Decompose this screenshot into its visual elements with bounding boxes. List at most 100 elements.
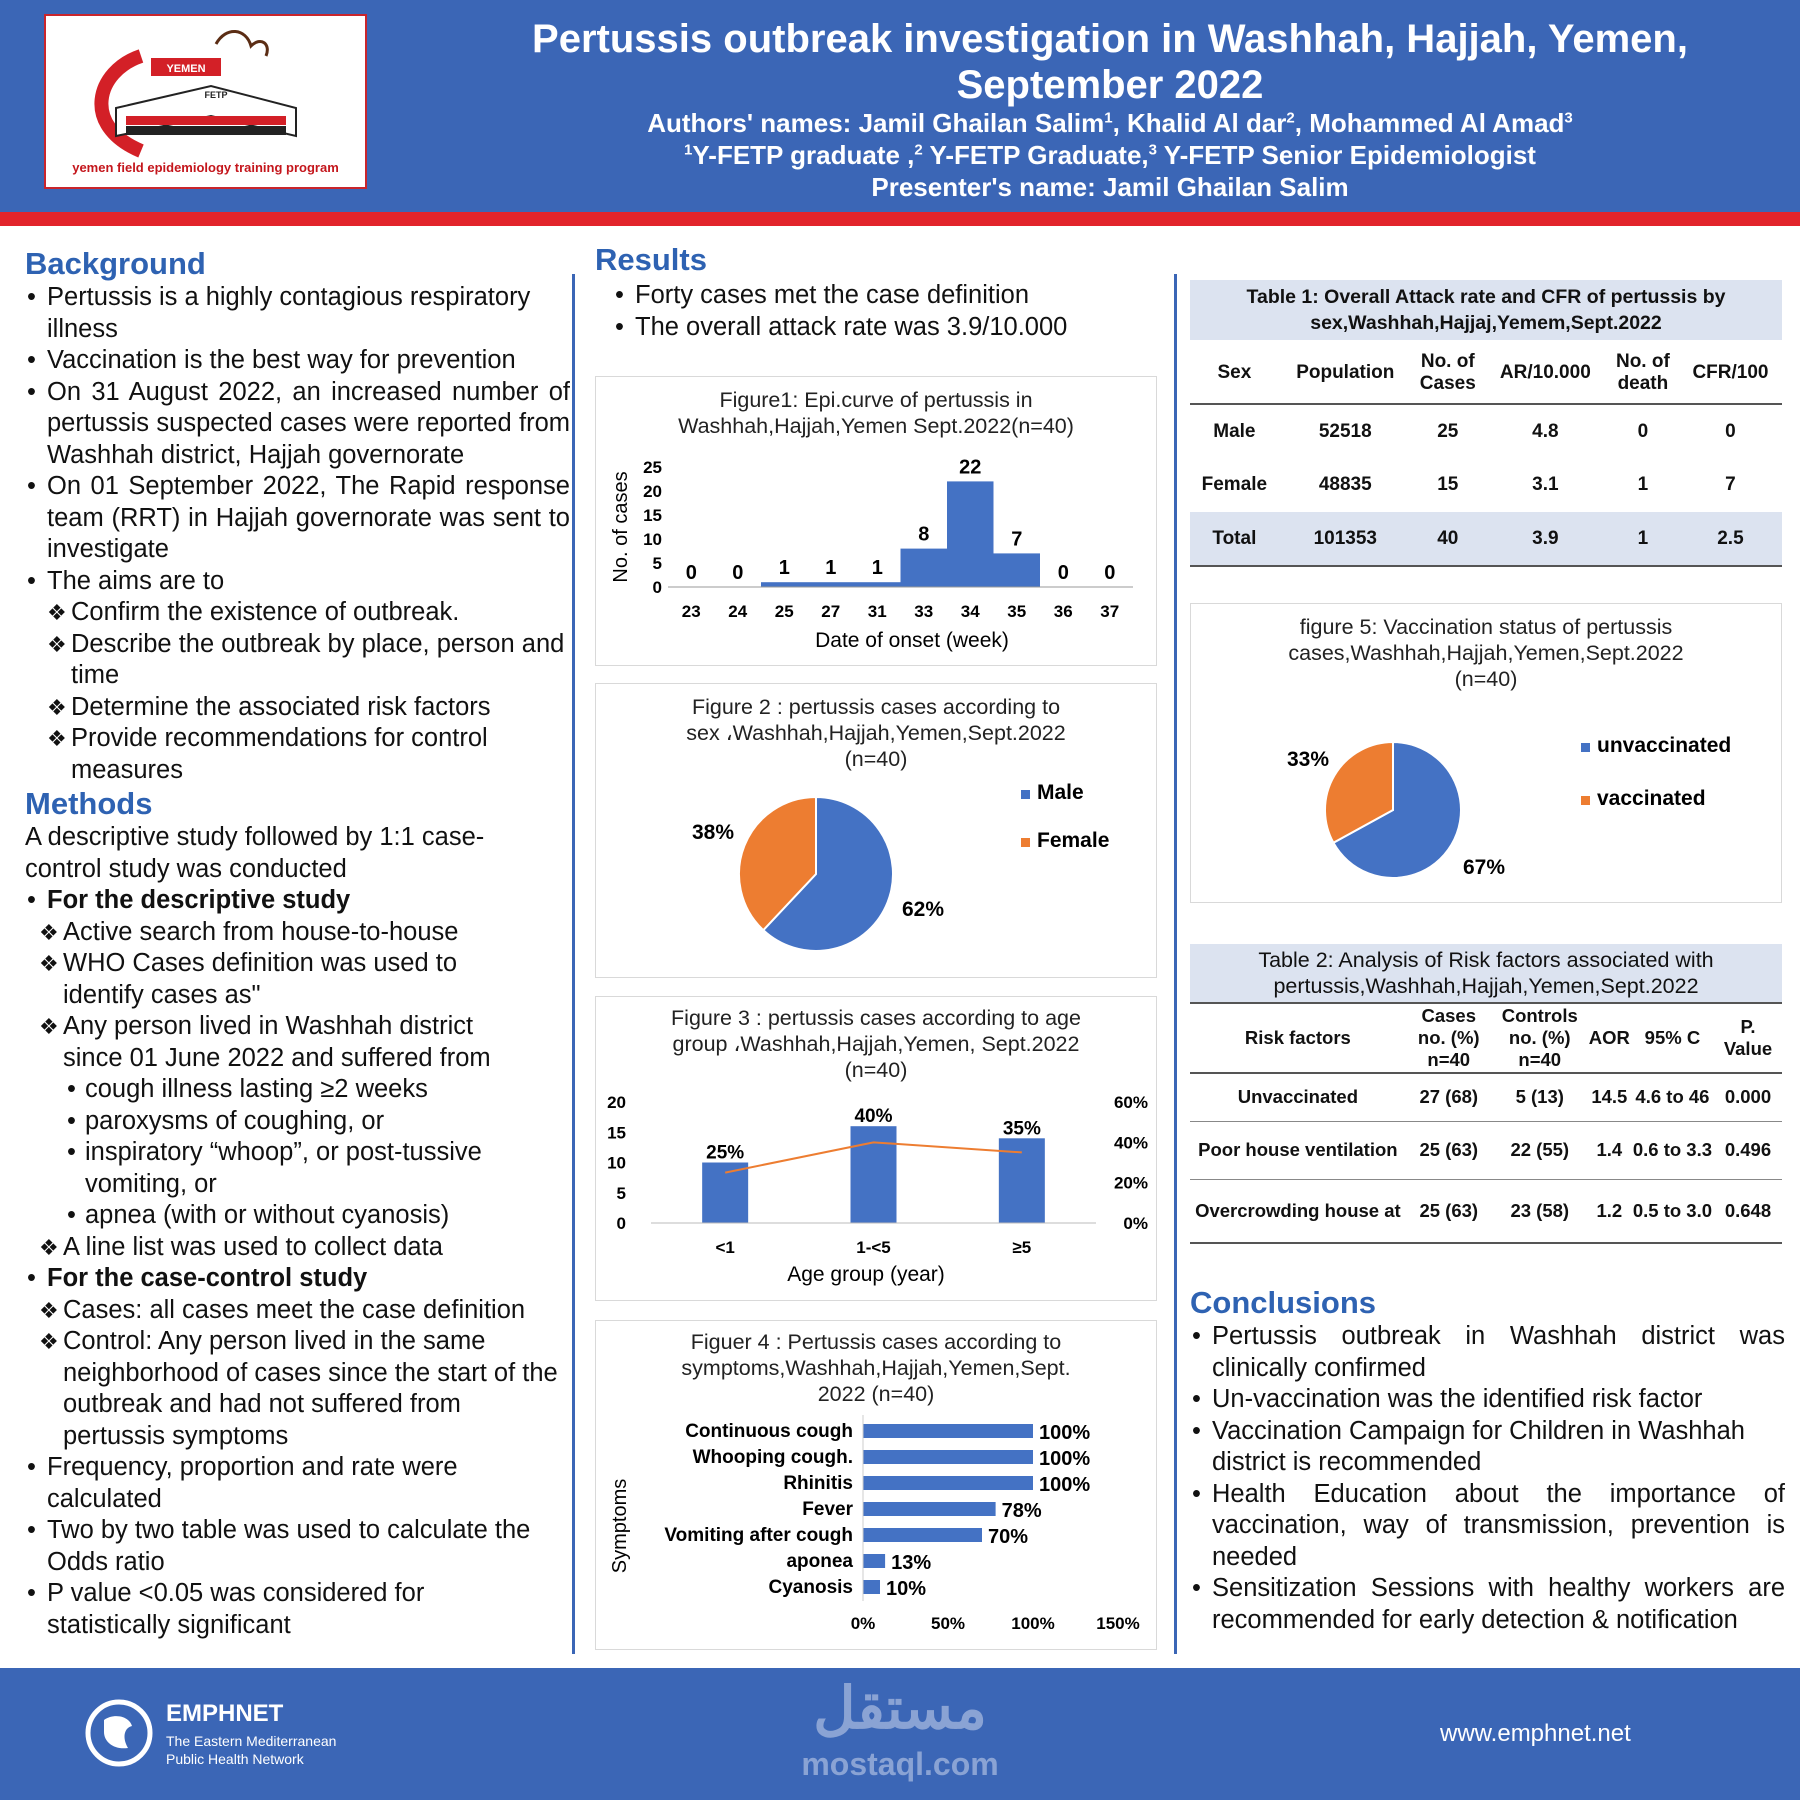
figure4-card: Figuer 4 : Pertussis cases according to s… [595, 1320, 1157, 1650]
fig1-x-tick: 31 [868, 602, 887, 621]
globe-icon [85, 1699, 153, 1767]
background-item: Vaccination is the best way for preventi… [25, 345, 570, 377]
fig2-value-label: 62% [902, 898, 944, 921]
affiliations-line: 1Y-FETP graduate ,2 Y-FETP Graduate,3 Y-… [684, 140, 1536, 170]
fig5-legend-label: unvaccinated [1597, 734, 1731, 757]
fig3-y-tick: 0 [617, 1214, 626, 1233]
fig1-data-label: 0 [1058, 562, 1069, 584]
figure1-card: Figure1: Epi.curve of pertussis in Washha… [595, 376, 1157, 666]
fig1-y-label: No. of cases [610, 471, 632, 582]
fig4-value-label: 70% [988, 1526, 1028, 1548]
case-def-item: paroxysms of coughing, or [25, 1106, 570, 1138]
fig1-y-tick: 5 [653, 554, 662, 573]
fig1-data-label: 1 [872, 557, 883, 579]
table1-header: AR/10.000 [1499, 361, 1591, 383]
fig4-value-label: 10% [886, 1578, 926, 1600]
fig3-percent-label: 35% [1003, 1118, 1041, 1139]
fig4-bar [863, 1450, 1033, 1464]
conclusion-item: Vaccination Campaign for Children in Was… [1190, 1416, 1785, 1479]
fig1-data-label: 8 [918, 524, 929, 546]
background-heading: Background [25, 246, 206, 281]
fig3-bar [702, 1162, 749, 1223]
background-item: On 01 September 2022, The Rapid response… [25, 471, 570, 566]
fig3-y2-tick: 20% [1114, 1174, 1148, 1193]
table1-row: Male 52518 25 4.8 0 0 [1213, 420, 1736, 442]
fig3-percent-line [724, 1141, 1022, 1174]
middle-column: Results Forty cases met the case definit… [595, 242, 1160, 343]
watermark-arabic: مستقل [813, 1676, 987, 1741]
figure3-title: Figure 3 : pertussis cases according to … [671, 1006, 1081, 1082]
table2-row: Poor house ventilation 25 (63) 22 (55) 1.4 0… [1190, 1121, 1782, 1179]
fig1-y-tick: 20 [643, 482, 662, 501]
footer-banner: EMPHNET The Eastern Mediterranean Public … [0, 1668, 1800, 1800]
fig2-slice [738, 795, 817, 932]
fig1-x-tick: 27 [821, 602, 840, 621]
fig4-y-label: Symptoms [609, 1479, 631, 1573]
fig4-bar [863, 1528, 982, 1542]
method-item: A line list was used to collect data [25, 1232, 570, 1264]
fig4-category-label: Vomiting after cough [664, 1525, 853, 1546]
result-item: Forty cases met the case definition [613, 280, 1160, 312]
fig3-y-tick: 20 [607, 1093, 626, 1112]
figure3-card: Figure 3 : pertussis cases according to … [595, 996, 1157, 1301]
fig4-x-tick: 0% [851, 1614, 876, 1633]
method-item: Control: Any person lived in the same ne… [25, 1326, 570, 1452]
fig2-legend-label: Female [1037, 829, 1109, 852]
emphnet-name: EMPHNET [166, 1700, 284, 1727]
fig4-x-tick: 150% [1096, 1614, 1139, 1633]
table2-header: AOR [1588, 1027, 1630, 1048]
website-link[interactable]: www.emphnet.net [1440, 1720, 1631, 1747]
fig3-x-tick: <1 [715, 1238, 734, 1257]
fig3-percent-label: 40% [854, 1106, 892, 1127]
fig1-bar [900, 548, 947, 587]
watermark: mostaql.com [801, 1746, 999, 1782]
fig3-x-tick: ≥5 [1012, 1238, 1031, 1257]
table2-header: Risk factors [1244, 1027, 1351, 1048]
fig2-slice [761, 795, 894, 952]
fig1-x-tick: 37 [1100, 602, 1119, 621]
conclusion-item: Pertussis outbreak in Washhah district w… [1190, 1321, 1785, 1384]
fig1-x-tick: 35 [1007, 602, 1026, 621]
figure5-title: figure 5: Vaccination status of pertussi… [1288, 615, 1684, 691]
fig5-slice [1324, 740, 1394, 845]
table1-header: Population [1296, 361, 1395, 383]
fig1-data-label: 1 [825, 557, 836, 579]
table1-header: CFR/100 [1692, 361, 1769, 383]
case-def-item: apnea (with or without cyanosis) [25, 1200, 570, 1232]
aim-item: Confirm the existence of outbreak. [25, 597, 570, 629]
fig5-slice [1332, 740, 1462, 879]
book-logo-icon: YEMEN FETP [94, 30, 297, 158]
aim-item: Describe the outbreak by place, person a… [25, 629, 570, 692]
method-item: Active search from house-to-house [25, 917, 570, 949]
fig5-value-label: 67% [1463, 856, 1505, 879]
table1-row-total: Total 101353 40 3.9 1 2.5 [1190, 512, 1782, 566]
fig5-value-label: 33% [1287, 748, 1329, 771]
aim-item: Provide recommendations for control meas… [25, 723, 570, 786]
fig1-x-tick: 23 [682, 602, 701, 621]
method-item: Frequency, proportion and rate were calc… [25, 1452, 570, 1515]
fig4-bar [863, 1502, 996, 1516]
table2-header: 95% C [1644, 1027, 1701, 1048]
fig3-y2-tick: 40% [1114, 1133, 1148, 1152]
conclusion-item: Health Education about the importance of… [1190, 1479, 1785, 1574]
fig1-bar [993, 553, 1040, 587]
fig3-x-label: Age group (year) [787, 1263, 945, 1286]
column-divider [572, 274, 575, 1654]
fig5-legend-swatch [1581, 796, 1590, 805]
table2-header: P. Value [1723, 1016, 1773, 1059]
presenter-line: Presenter's name: Jamil Ghailan Salim [871, 172, 1349, 202]
figure2-title: Figure 2 : pertussis cases according to s… [686, 695, 1066, 771]
poster-title: Pertussis outbreak investigation in Wash… [532, 17, 1688, 107]
fig4-x-tick: 100% [1011, 1614, 1054, 1633]
fig1-x-label: Date of onset (week) [815, 629, 1009, 652]
table1-row: Female 48835 15 3.1 1 7 [1201, 474, 1736, 495]
fig1-x-tick: 34 [961, 602, 980, 621]
conclusions-heading: Conclusions [1190, 1285, 1377, 1320]
fig4-bar [863, 1476, 1033, 1490]
table1-grid: Sex Population No. of Cases AR/10.000 No… [1190, 342, 1782, 567]
table2-grid: Risk factors Cases no. (%) n=40 Controls… [1190, 1002, 1782, 1244]
fig1-x-tick: 33 [914, 602, 933, 621]
fig4-category-label: aponea [786, 1551, 853, 1572]
fig4-category-label: Fever [802, 1499, 853, 1520]
fig4-value-label: 100% [1039, 1474, 1090, 1496]
